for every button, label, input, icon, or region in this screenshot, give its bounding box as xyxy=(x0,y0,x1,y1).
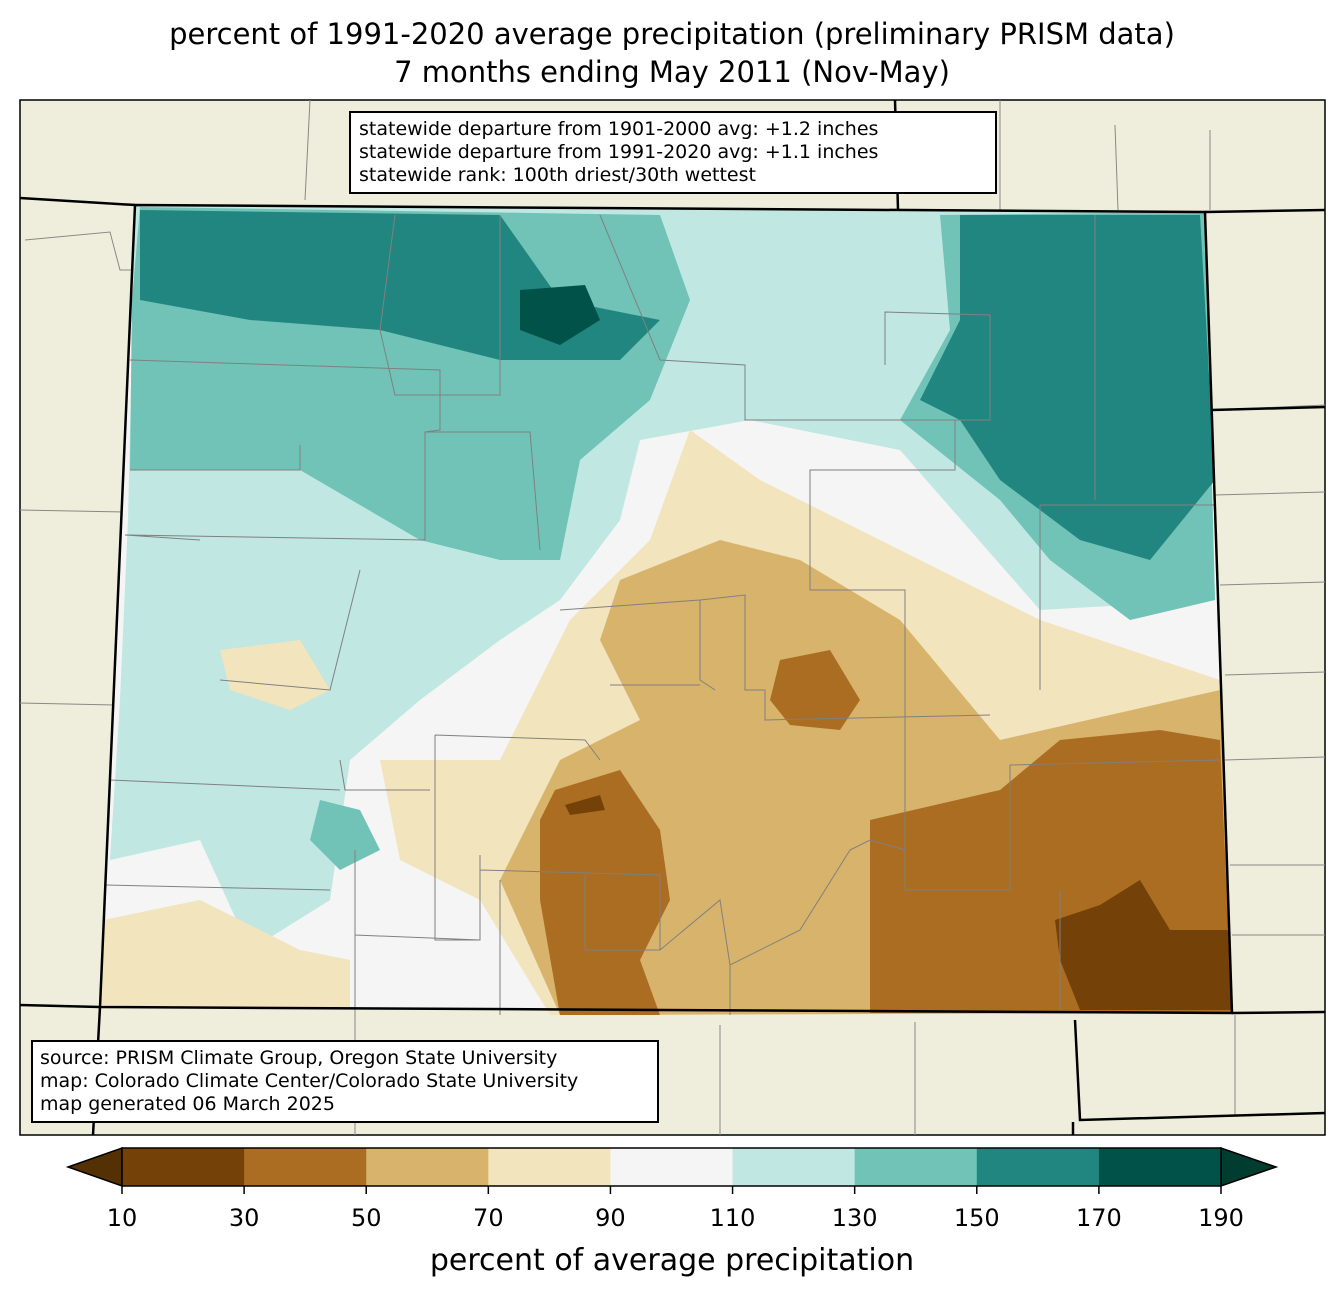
colorbar-tick-label: 10 xyxy=(106,1204,138,1232)
colorbar-tick-label: 110 xyxy=(709,1204,756,1232)
map-credit-line: map: Colorado Climate Center/Colorado St… xyxy=(40,1070,579,1092)
colorbar-swatch xyxy=(488,1148,611,1186)
stat-departure-1901-2000: statewide departure from 1901-2000 avg: … xyxy=(359,118,879,140)
generated-date-line: map generated 06 March 2025 xyxy=(40,1093,335,1115)
colorbar-swatch xyxy=(976,1148,1100,1186)
colorbar-tick-label: 30 xyxy=(228,1204,260,1232)
colorbar-over-arrow xyxy=(1220,1146,1279,1188)
map-title: percent of 1991-2020 average precipitati… xyxy=(169,17,1175,51)
colorbar xyxy=(65,1146,1279,1194)
region-150-170-ne xyxy=(920,215,1215,560)
region-30-50-sc xyxy=(540,770,670,1015)
colorbar-swatch xyxy=(122,1148,245,1186)
source-line: source: PRISM Climate Group, Oregon Stat… xyxy=(40,1047,558,1069)
source-box: source: PRISM Climate Group, Oregon Stat… xyxy=(31,1040,659,1123)
colorbar-label: percent of average precipitation xyxy=(429,1243,915,1278)
region-10-30-small xyxy=(565,795,605,815)
colorbar-swatch xyxy=(854,1148,978,1186)
colorbar-tick-label: 50 xyxy=(350,1204,382,1232)
stat-rank: statewide rank: 100th driest/30th wettes… xyxy=(359,164,756,186)
colorado-border xyxy=(98,203,1234,1015)
colorbar-swatch xyxy=(1098,1148,1222,1186)
county-borders xyxy=(104,214,1221,1015)
colorbar-swatch xyxy=(366,1148,489,1186)
statewide-stats-box: statewide departure from 1901-2000 avg: … xyxy=(349,111,997,194)
colorbar-tick-label: 90 xyxy=(595,1204,626,1232)
colorbar-tick-label: 130 xyxy=(831,1204,878,1232)
region-30-50-center xyxy=(770,650,860,730)
colorbar-frame xyxy=(121,1147,1222,1187)
region-70-90-sw xyxy=(100,900,350,1010)
colorbar-tick-label: 190 xyxy=(1198,1204,1244,1232)
colorbar-tick-label: 150 xyxy=(953,1204,1000,1232)
colorbar-swatch xyxy=(244,1148,367,1186)
region-170-190 xyxy=(520,285,600,345)
region-10-30 xyxy=(1055,880,1232,1010)
map-subtitle: 7 months ending May 2011 (Nov-May) xyxy=(394,55,950,89)
colorbar-under-arrow xyxy=(65,1146,123,1188)
colorbar-swatch xyxy=(732,1148,856,1186)
region-130-150-sw xyxy=(310,800,380,870)
colorbar-tick-label: 170 xyxy=(1075,1204,1122,1232)
colorbar-tick-label: 70 xyxy=(473,1204,504,1232)
stat-departure-1991-2020: statewide departure from 1991-2020 avg: … xyxy=(359,141,879,163)
colorbar-swatch xyxy=(610,1148,734,1186)
region-70-90-w xyxy=(220,640,330,710)
precipitation-regions xyxy=(100,205,1232,1015)
